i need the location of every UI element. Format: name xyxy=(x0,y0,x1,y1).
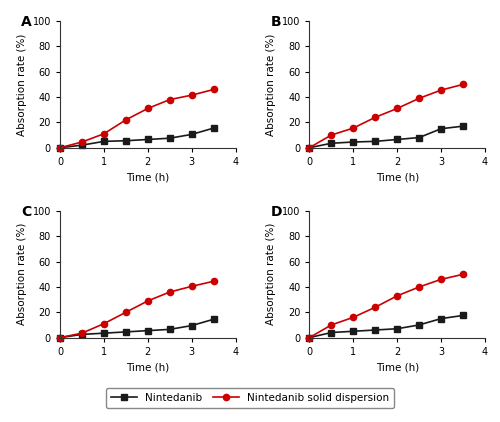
X-axis label: Time (h): Time (h) xyxy=(126,172,170,182)
Line: Nintedanib solid dispersion: Nintedanib solid dispersion xyxy=(306,271,466,341)
Nintedanib solid dispersion xyxy=(438,277,444,282)
Nintedanib xyxy=(57,335,63,340)
Nintedanib solid dispersion xyxy=(101,131,107,136)
Nintedanib solid dispersion xyxy=(167,289,173,295)
Text: A: A xyxy=(22,15,32,29)
Nintedanib solid dispersion xyxy=(416,284,422,289)
Nintedanib xyxy=(394,326,400,331)
Nintedanib solid dispersion xyxy=(79,331,85,336)
Nintedanib solid dispersion xyxy=(123,310,129,315)
Nintedanib solid dispersion xyxy=(145,298,151,303)
X-axis label: Time (h): Time (h) xyxy=(126,362,170,372)
Y-axis label: Absorption rate (%): Absorption rate (%) xyxy=(17,223,27,325)
Line: Nintedanib: Nintedanib xyxy=(306,123,466,151)
Nintedanib xyxy=(438,316,444,321)
Nintedanib xyxy=(123,329,129,334)
Nintedanib solid dispersion xyxy=(306,145,312,150)
Nintedanib solid dispersion xyxy=(438,88,444,93)
Nintedanib solid dispersion xyxy=(145,106,151,111)
Nintedanib solid dispersion xyxy=(188,284,194,289)
Nintedanib solid dispersion xyxy=(123,117,129,122)
Nintedanib solid dispersion xyxy=(306,335,312,340)
Y-axis label: Absorption rate (%): Absorption rate (%) xyxy=(266,223,276,325)
Line: Nintedanib: Nintedanib xyxy=(57,316,217,341)
Text: B: B xyxy=(270,15,281,29)
Nintedanib xyxy=(372,139,378,144)
Nintedanib xyxy=(350,139,356,144)
Nintedanib xyxy=(460,313,466,318)
Nintedanib xyxy=(328,141,334,146)
Line: Nintedanib solid dispersion: Nintedanib solid dispersion xyxy=(57,87,217,151)
Nintedanib solid dispersion xyxy=(460,272,466,277)
Nintedanib xyxy=(438,126,444,131)
Nintedanib solid dispersion xyxy=(101,321,107,326)
Nintedanib solid dispersion xyxy=(167,97,173,102)
Nintedanib xyxy=(306,145,312,150)
Nintedanib xyxy=(167,327,173,332)
Line: Nintedanib: Nintedanib xyxy=(57,125,217,151)
Nintedanib xyxy=(101,139,107,144)
Nintedanib xyxy=(188,323,194,328)
Nintedanib xyxy=(188,132,194,137)
Nintedanib xyxy=(350,329,356,334)
Nintedanib xyxy=(57,145,63,150)
Nintedanib solid dispersion xyxy=(372,305,378,310)
Nintedanib solid dispersion xyxy=(350,126,356,131)
Nintedanib xyxy=(79,143,85,148)
Nintedanib xyxy=(328,330,334,335)
Nintedanib xyxy=(210,126,216,131)
Nintedanib xyxy=(123,138,129,143)
Nintedanib xyxy=(460,124,466,129)
Legend: Nintedanib, Nintedanib solid dispersion: Nintedanib, Nintedanib solid dispersion xyxy=(106,388,395,408)
Y-axis label: Absorption rate (%): Absorption rate (%) xyxy=(17,33,27,135)
Nintedanib solid dispersion xyxy=(350,315,356,320)
Nintedanib solid dispersion xyxy=(394,293,400,298)
Nintedanib xyxy=(372,327,378,333)
Nintedanib xyxy=(416,322,422,327)
Nintedanib xyxy=(416,135,422,140)
Nintedanib solid dispersion xyxy=(416,96,422,101)
Nintedanib solid dispersion xyxy=(328,133,334,138)
Nintedanib solid dispersion xyxy=(460,82,466,87)
Line: Nintedanib: Nintedanib xyxy=(306,312,466,341)
Nintedanib solid dispersion xyxy=(394,106,400,111)
Nintedanib solid dispersion xyxy=(210,87,216,92)
Line: Nintedanib solid dispersion: Nintedanib solid dispersion xyxy=(57,278,217,341)
Nintedanib xyxy=(167,136,173,141)
Nintedanib xyxy=(145,137,151,142)
Nintedanib xyxy=(306,335,312,340)
Line: Nintedanib solid dispersion: Nintedanib solid dispersion xyxy=(306,81,466,151)
Nintedanib xyxy=(101,331,107,336)
Nintedanib xyxy=(79,332,85,337)
Y-axis label: Absorption rate (%): Absorption rate (%) xyxy=(266,33,276,135)
Nintedanib xyxy=(394,137,400,142)
X-axis label: Time (h): Time (h) xyxy=(376,362,419,372)
Nintedanib xyxy=(145,328,151,333)
Nintedanib solid dispersion xyxy=(210,279,216,284)
Nintedanib solid dispersion xyxy=(57,145,63,150)
Nintedanib xyxy=(210,316,216,322)
Text: C: C xyxy=(22,205,32,219)
Nintedanib solid dispersion xyxy=(372,115,378,120)
Nintedanib solid dispersion xyxy=(188,93,194,98)
Nintedanib solid dispersion xyxy=(57,335,63,340)
Nintedanib solid dispersion xyxy=(79,139,85,144)
Nintedanib solid dispersion xyxy=(328,322,334,327)
X-axis label: Time (h): Time (h) xyxy=(376,172,419,182)
Text: D: D xyxy=(270,205,282,219)
